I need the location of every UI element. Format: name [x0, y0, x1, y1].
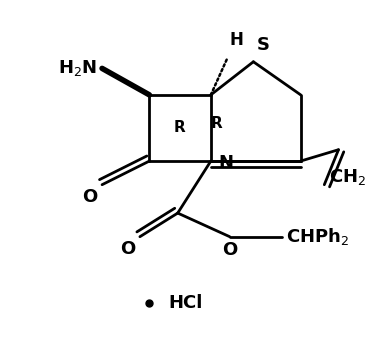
- Text: H$_2$N: H$_2$N: [58, 59, 97, 78]
- Text: S: S: [257, 36, 270, 54]
- Text: O: O: [82, 187, 97, 206]
- Text: H: H: [230, 32, 244, 50]
- Text: HCl: HCl: [168, 294, 203, 312]
- Text: CH$_2$: CH$_2$: [329, 167, 366, 187]
- Text: CHPh$_2$: CHPh$_2$: [286, 226, 350, 247]
- Text: O: O: [222, 242, 237, 260]
- Text: O: O: [120, 239, 135, 257]
- Text: N: N: [219, 154, 233, 172]
- Text: R: R: [211, 116, 223, 131]
- Text: R: R: [174, 121, 185, 135]
